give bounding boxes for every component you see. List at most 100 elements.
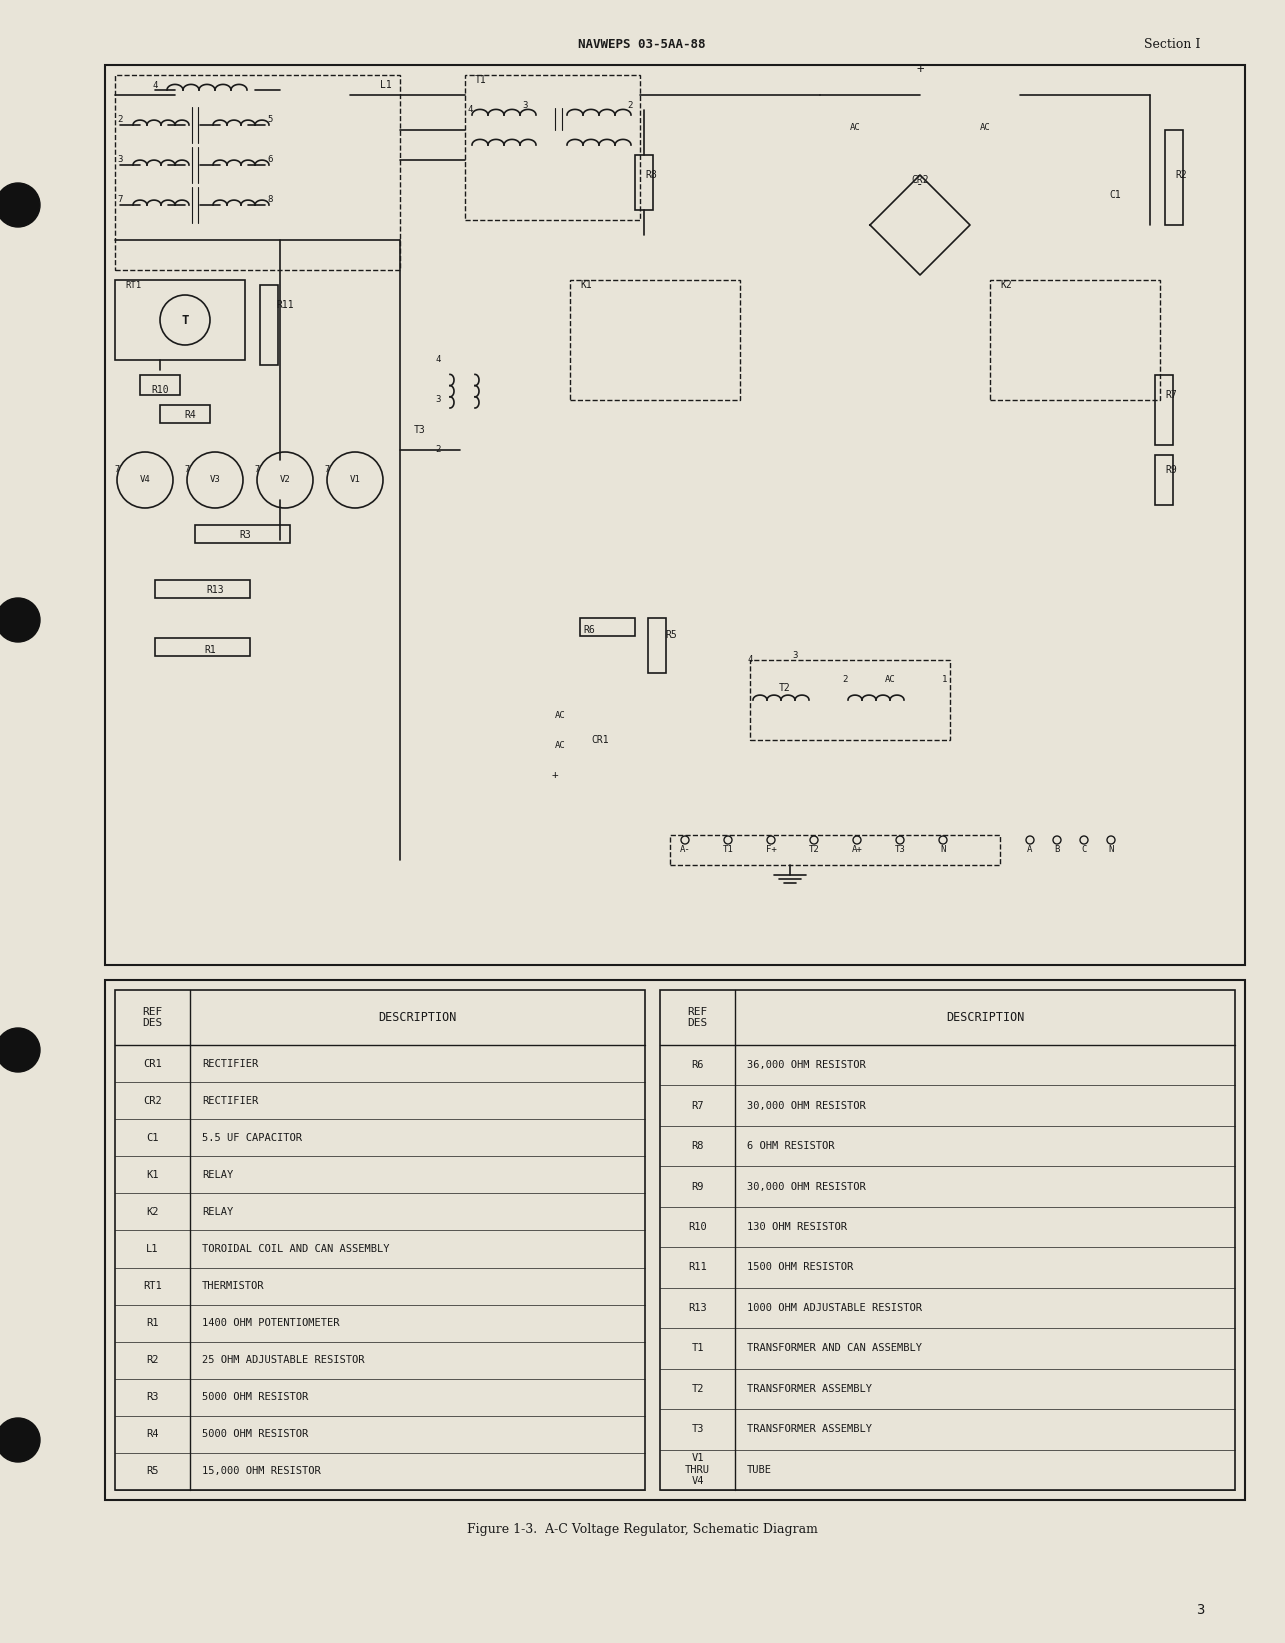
Text: AC: AC (555, 710, 565, 720)
Text: K1: K1 (146, 1170, 159, 1180)
Circle shape (0, 182, 40, 227)
Text: A-: A- (680, 846, 690, 854)
Bar (140, 375, 180, 394)
Text: R13: R13 (206, 585, 224, 595)
Text: R6: R6 (691, 1060, 704, 1070)
Text: R9: R9 (691, 1181, 704, 1191)
Bar (1165, 130, 1183, 225)
Text: NAVWEPS 03-5AA-88: NAVWEPS 03-5AA-88 (578, 38, 705, 51)
Text: R7: R7 (691, 1101, 704, 1111)
Text: RELAY: RELAY (202, 1170, 234, 1180)
Text: T1: T1 (691, 1344, 704, 1354)
Text: DESCRIPTION: DESCRIPTION (946, 1010, 1024, 1024)
Bar (750, 660, 950, 739)
Bar (260, 284, 278, 365)
Bar (114, 991, 645, 1490)
Text: V1
THRU
V4: V1 THRU V4 (685, 1452, 711, 1487)
Bar (155, 637, 251, 656)
Text: REF
DES: REF DES (687, 1007, 708, 1029)
Text: L1: L1 (380, 81, 392, 90)
Text: R9: R9 (1165, 465, 1177, 475)
Text: 5000 OHM RESISTOR: 5000 OHM RESISTOR (202, 1392, 308, 1401)
Text: Section I: Section I (1144, 38, 1200, 51)
Text: R11: R11 (689, 1262, 707, 1272)
Text: RELAY: RELAY (202, 1208, 234, 1217)
Text: 1000 OHM ADJUSTABLE RESISTOR: 1000 OHM ADJUSTABLE RESISTOR (747, 1303, 923, 1313)
Text: N: N (1108, 846, 1114, 854)
Text: R4: R4 (184, 411, 195, 421)
Text: T2: T2 (779, 683, 790, 693)
Text: K1: K1 (580, 279, 592, 291)
Text: T3: T3 (414, 426, 425, 435)
Text: T3: T3 (894, 846, 906, 854)
Text: CR1: CR1 (591, 734, 609, 744)
Text: C1: C1 (146, 1132, 159, 1144)
Text: 6 OHM RESISTOR: 6 OHM RESISTOR (747, 1142, 834, 1152)
Bar (660, 991, 1235, 1490)
Text: 1500 OHM RESISTOR: 1500 OHM RESISTOR (747, 1262, 853, 1272)
Text: R8: R8 (691, 1142, 704, 1152)
Text: 7: 7 (325, 465, 329, 475)
Text: 7: 7 (254, 465, 260, 475)
Text: REF
DES: REF DES (143, 1007, 163, 1029)
Bar (580, 618, 635, 636)
Text: RT1: RT1 (143, 1282, 162, 1291)
Text: AC: AC (884, 675, 896, 685)
Text: T2: T2 (691, 1383, 704, 1393)
Text: A+: A+ (852, 846, 862, 854)
Bar (105, 66, 1245, 964)
Text: AC: AC (979, 123, 991, 131)
Text: 4: 4 (153, 81, 158, 89)
Text: 4: 4 (748, 656, 753, 664)
Text: 1: 1 (942, 675, 948, 685)
Text: 2: 2 (842, 675, 848, 685)
Bar (465, 76, 640, 220)
Text: T3: T3 (691, 1424, 704, 1434)
Bar (648, 618, 666, 674)
Text: R13: R13 (689, 1303, 707, 1313)
Text: TUBE: TUBE (747, 1466, 772, 1475)
Text: T2: T2 (808, 846, 820, 854)
Text: 15,000 OHM RESISTOR: 15,000 OHM RESISTOR (202, 1467, 321, 1477)
Text: V4: V4 (140, 475, 150, 485)
Text: R2: R2 (146, 1355, 159, 1365)
Text: 3: 3 (793, 651, 798, 659)
Text: -: - (916, 179, 924, 192)
Text: 25 OHM ADJUSTABLE RESISTOR: 25 OHM ADJUSTABLE RESISTOR (202, 1355, 365, 1365)
Text: 3: 3 (117, 156, 122, 164)
Bar (105, 979, 1245, 1500)
Text: T1: T1 (475, 76, 487, 85)
Text: THERMISTOR: THERMISTOR (202, 1282, 265, 1291)
Text: AC: AC (555, 741, 565, 749)
Text: 7: 7 (114, 465, 120, 475)
Text: R3: R3 (146, 1392, 159, 1401)
Text: R3: R3 (239, 531, 251, 541)
Text: R1: R1 (204, 646, 216, 656)
Bar (571, 279, 740, 399)
Text: 1400 OHM POTENTIOMETER: 1400 OHM POTENTIOMETER (202, 1318, 339, 1328)
Text: 4: 4 (468, 105, 473, 115)
Text: R6: R6 (583, 624, 595, 634)
Text: +: + (551, 771, 559, 780)
Text: T1: T1 (722, 846, 734, 854)
Text: 3: 3 (436, 396, 441, 404)
Bar (161, 406, 209, 422)
Text: TRANSFORMER ASSEMBLY: TRANSFORMER ASSEMBLY (747, 1424, 873, 1434)
Circle shape (0, 1418, 40, 1462)
Bar (195, 526, 290, 542)
Bar (1155, 455, 1173, 504)
Text: V1: V1 (350, 475, 360, 485)
Bar (989, 279, 1160, 399)
Text: R11: R11 (276, 301, 294, 311)
Text: 3: 3 (522, 100, 528, 110)
Text: A: A (1027, 846, 1033, 854)
Text: R10: R10 (689, 1222, 707, 1232)
Text: L1: L1 (146, 1244, 159, 1254)
Text: TRANSFORMER ASSEMBLY: TRANSFORMER ASSEMBLY (747, 1383, 873, 1393)
Text: +: + (916, 64, 924, 77)
Text: 5000 OHM RESISTOR: 5000 OHM RESISTOR (202, 1429, 308, 1439)
Text: K2: K2 (1000, 279, 1011, 291)
Bar (669, 835, 1000, 864)
Text: R7: R7 (1165, 389, 1177, 399)
Text: 30,000 OHM RESISTOR: 30,000 OHM RESISTOR (747, 1181, 866, 1191)
